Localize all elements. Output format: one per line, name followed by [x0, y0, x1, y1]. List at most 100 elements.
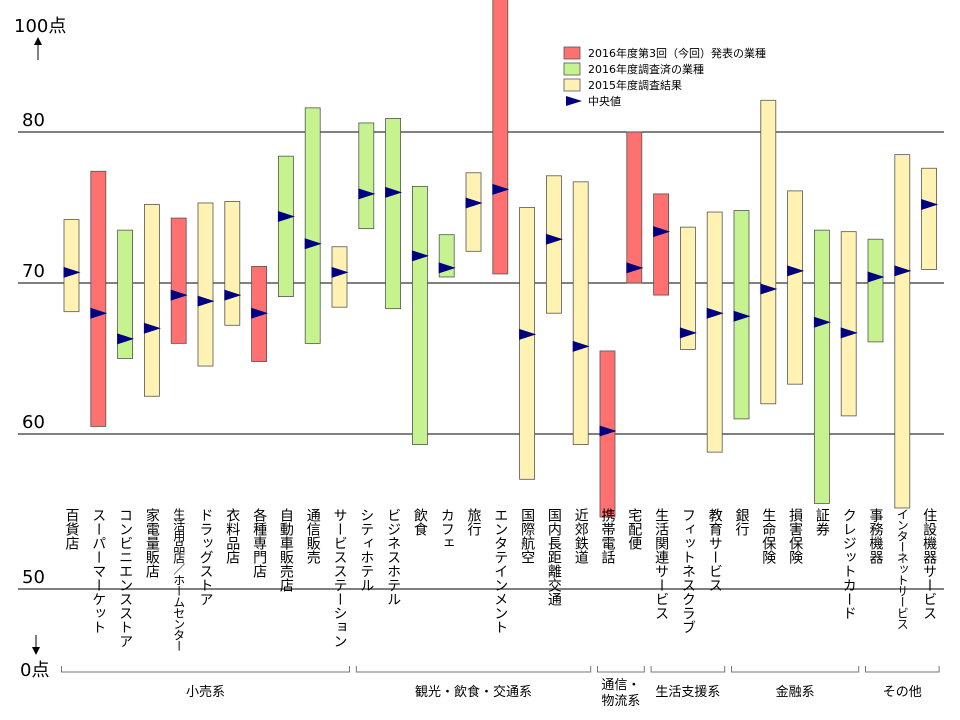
- range-bar: [814, 229, 830, 504]
- category-label: 銀行: [734, 508, 750, 537]
- median-marker: [277, 211, 295, 223]
- category-label: ビジネスホテル: [385, 508, 401, 606]
- range-bar: [921, 167, 937, 270]
- legend-swatch: [563, 62, 581, 76]
- range-bar: [626, 131, 643, 284]
- median-marker: [358, 188, 376, 200]
- y-axis-bottom-label: 0点: [20, 660, 49, 681]
- range-bar: [143, 204, 160, 397]
- range-bars: [63, 0, 937, 518]
- category-label: 国際航空: [519, 508, 535, 564]
- median-marker: [251, 307, 269, 319]
- range-bar: [572, 181, 589, 445]
- group-label: 小売系: [186, 684, 225, 700]
- legend: 2016年度第3回（今回）発表の業種 2016年度調査済の業種 2015年度調査結果…: [563, 46, 766, 108]
- category-label: シティホテル: [358, 508, 374, 592]
- range-bar: [519, 207, 535, 480]
- category-label: 通信販売: [305, 508, 321, 565]
- range-bar: [224, 201, 241, 326]
- median-marker: [867, 271, 885, 283]
- range-bar: [197, 202, 214, 367]
- legend-swatch: [563, 46, 581, 60]
- category-label: 宅配便: [626, 508, 642, 551]
- range-bar: [465, 172, 482, 252]
- median-marker: [331, 266, 349, 278]
- range-bar: [358, 122, 375, 230]
- group-label: その他: [883, 685, 922, 700]
- group-label: 通信・: [601, 678, 640, 693]
- range-bar: [706, 211, 723, 453]
- median-marker: [894, 265, 912, 277]
- category-label: 各種専門店: [251, 508, 267, 578]
- median-marker: [626, 262, 644, 274]
- legend-label: 2016年度調査済の業種: [588, 62, 704, 76]
- range-bar: [546, 175, 562, 314]
- category-label: 損害保険: [787, 508, 803, 564]
- range-bar: [894, 154, 911, 509]
- category-label: インターネットサービス: [895, 508, 909, 630]
- category-label: エンタテインメント: [492, 508, 508, 634]
- category-label: 飲食: [412, 508, 428, 536]
- category-label: フィットネスクラブ: [680, 508, 696, 634]
- range-bar: [867, 238, 884, 343]
- median-marker: [224, 289, 242, 301]
- legend-median-icon: [566, 96, 582, 106]
- category-label: 自動車販売店: [278, 508, 294, 592]
- y-axis-tick-labels: 80 70 60 50: [22, 110, 45, 588]
- category-label: サービスステーション: [332, 508, 348, 648]
- median-marker: [679, 327, 697, 339]
- group-label: 金融系: [776, 684, 815, 700]
- category-label: 国内長距離交通: [546, 508, 562, 607]
- median-marker: [519, 328, 537, 340]
- legend-swatch: [563, 78, 581, 92]
- down-arrow-head-icon: [32, 647, 40, 655]
- category-labels: 百貨店 スーパーマーケット コンビニエンスストア 家電量販店 生活用品店／ホームセンター…: [64, 507, 938, 651]
- median-marker: [411, 250, 429, 262]
- category-label: クレジットカード: [841, 508, 857, 620]
- range-bar: [787, 190, 803, 385]
- group-label: 観光・飲食・交通系: [415, 684, 532, 700]
- category-label: 旅行: [466, 508, 482, 537]
- median-marker: [465, 197, 483, 209]
- group-bracket: [61, 666, 350, 673]
- y-tick-label: 60: [22, 412, 45, 433]
- median-marker: [760, 283, 778, 295]
- range-bar: [840, 231, 857, 417]
- category-label: スーパーマーケット: [90, 508, 106, 634]
- range-bar: [117, 229, 133, 359]
- category-label: 携帯電話: [600, 508, 616, 564]
- category-label: 教育サービス: [707, 508, 723, 592]
- category-label: コンビニエンスストア: [117, 508, 133, 648]
- y-tick-label: 50: [22, 567, 45, 588]
- group-bracket: [650, 666, 726, 673]
- median-marker: [653, 226, 671, 238]
- category-label: ドラッグストア: [198, 508, 214, 606]
- category-label: 生命保険: [760, 508, 776, 564]
- group-bracket: [355, 666, 592, 673]
- median-marker: [385, 186, 403, 198]
- legend-label: 2015年度調査結果: [588, 78, 682, 92]
- category-label: 住設機器サービス: [921, 508, 937, 620]
- median-marker: [117, 333, 135, 345]
- category-label: カフェ: [439, 508, 455, 550]
- median-marker: [438, 262, 456, 274]
- range-bar: [760, 99, 777, 405]
- median-marker: [813, 316, 831, 328]
- category-label: 証券: [814, 508, 830, 537]
- category-label: 百貨店: [64, 508, 80, 550]
- group-label: 生活支援系: [655, 685, 720, 700]
- category-label: 近郊鉄道: [573, 508, 589, 565]
- category-label: 衣料品店: [224, 508, 240, 564]
- range-bar: [277, 155, 294, 297]
- median-marker: [90, 307, 108, 319]
- y-axis-end-markers: 100点 0点: [14, 16, 66, 681]
- range-bar: [411, 185, 428, 445]
- range-bar: [492, 0, 509, 275]
- median-marker: [545, 233, 563, 245]
- median-marker: [572, 340, 590, 352]
- median-marker: [304, 238, 322, 250]
- range-bar: [63, 219, 80, 313]
- y-axis-top-label: 100点: [14, 16, 66, 37]
